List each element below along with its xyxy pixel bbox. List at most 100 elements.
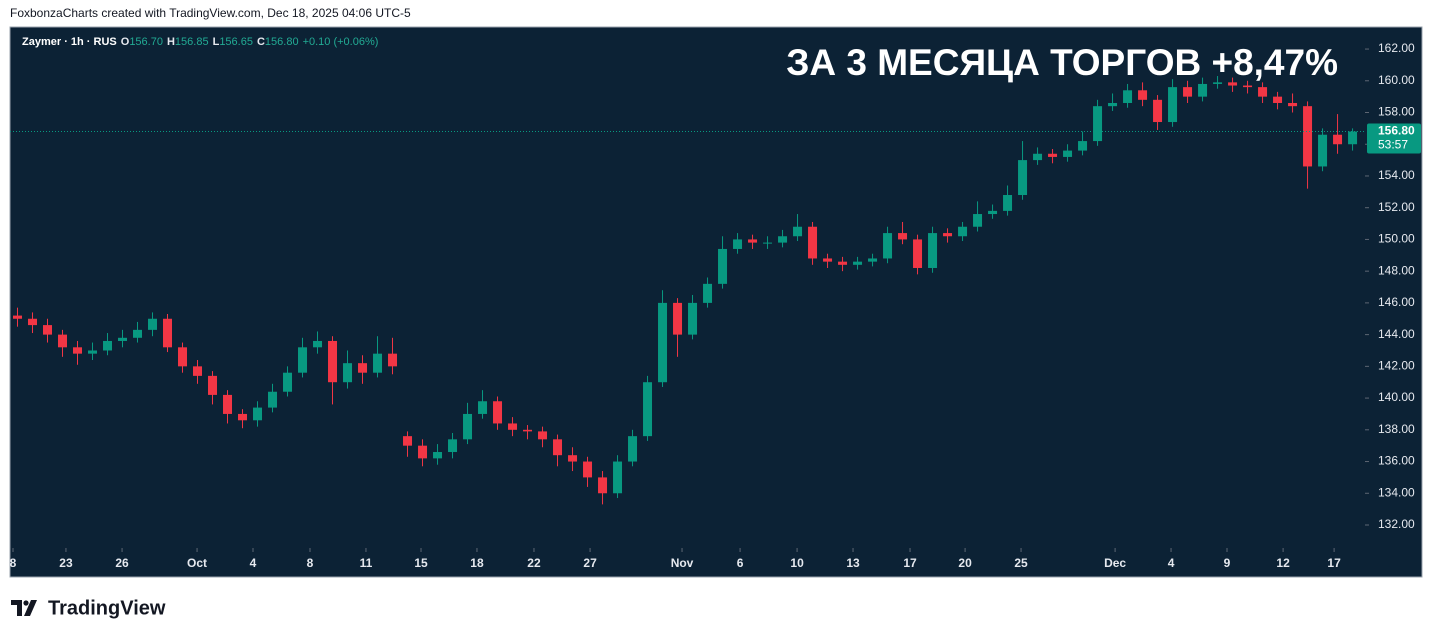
x-tick-label: 13 [846, 556, 860, 570]
candle-body [898, 233, 908, 240]
candle-body [928, 233, 938, 268]
x-tick-label: 26 [115, 556, 129, 570]
legend-key: C [257, 36, 265, 48]
candle-body [103, 340, 113, 351]
y-tick-label: 146.00 [1378, 295, 1415, 309]
candle-body [373, 353, 383, 373]
candle-body [238, 413, 248, 421]
candle-body [223, 394, 233, 414]
x-tick-label: 23 [59, 556, 73, 570]
x-tick-label: 6 [737, 556, 744, 570]
candle-body [358, 363, 368, 373]
y-tick-label: 160.00 [1378, 73, 1415, 87]
legend-change: +0.10 (+0.06%) [303, 36, 379, 48]
candle-body [1228, 82, 1238, 86]
candle-body [343, 363, 353, 383]
y-tick-label: 148.00 [1378, 263, 1415, 277]
candle-body [1303, 106, 1313, 167]
candle-body [463, 413, 473, 440]
x-tick-label: Oct [187, 556, 207, 570]
candle-body [703, 283, 713, 303]
candle-body [283, 372, 293, 392]
y-tick-label: 154.00 [1378, 168, 1415, 182]
x-tick-label: 22 [527, 556, 541, 570]
candle-body [1333, 134, 1343, 145]
x-tick-label: 20 [958, 556, 972, 570]
candle-body [268, 391, 278, 408]
x-tick-label: Dec [1104, 556, 1126, 570]
candle-body [1153, 99, 1163, 123]
last-price-countdown: 53:57 [1378, 138, 1408, 152]
candle-body [493, 401, 503, 424]
x-tick-label: 18 [470, 556, 484, 570]
candle-body [673, 302, 683, 335]
candle-body [748, 239, 758, 243]
candle-body [13, 315, 23, 319]
candle-body [823, 258, 833, 262]
candle-body [178, 347, 188, 367]
candle-body [733, 239, 743, 249]
candle-body [613, 461, 623, 494]
candle-body [193, 366, 203, 376]
legend-symbol: Zaymer · 1h · RUS [22, 36, 117, 48]
legend-value: 156.85 [175, 36, 209, 48]
legend-value: 156.80 [265, 36, 299, 48]
candle-body [133, 329, 143, 338]
y-tick-label: 142.00 [1378, 359, 1415, 373]
candle-body [838, 261, 848, 265]
candle-body [958, 226, 968, 237]
candle-body [553, 439, 563, 456]
legend-key: L [213, 36, 220, 48]
candle-body [73, 347, 83, 354]
candle-body [808, 226, 818, 259]
x-tick-label: 11 [360, 556, 373, 570]
candle-body [988, 210, 998, 215]
brand-logo [11, 600, 37, 616]
candle-body [1273, 96, 1283, 103]
x-tick-label: 8 [307, 556, 314, 570]
x-tick-label: 12 [1276, 556, 1290, 570]
candle-body [313, 340, 323, 348]
candle-body [1138, 90, 1148, 100]
candle-body [1258, 87, 1268, 97]
candle-body [298, 347, 308, 373]
y-tick-label: 136.00 [1378, 454, 1415, 468]
candle-body [1108, 102, 1118, 107]
candle-body [538, 431, 548, 440]
candle-body [793, 226, 803, 237]
x-tick-label: 4 [250, 556, 257, 570]
brand-name: TradingView [48, 597, 166, 619]
chart-title: ЗА 3 МЕСЯЦА ТОРГОВ +8,47% [786, 42, 1338, 83]
candle-body [883, 233, 893, 259]
candle-body [508, 423, 518, 430]
legend-key: H [167, 36, 175, 48]
candle-body [778, 236, 788, 243]
candle-body [1168, 87, 1178, 123]
last-price-box [1367, 123, 1421, 154]
candle-body [853, 261, 863, 265]
candle-body [1003, 195, 1013, 211]
candle-body [523, 429, 533, 432]
candle-body [253, 407, 263, 421]
x-tick-label: 15 [414, 556, 428, 570]
candle-body [328, 340, 338, 383]
candle-body [688, 302, 698, 335]
candle-body [388, 353, 398, 367]
x-tick-label: 27 [583, 556, 597, 570]
y-tick-label: 162.00 [1378, 41, 1415, 55]
candle-body [43, 325, 53, 335]
y-tick-label: 152.00 [1378, 200, 1415, 214]
candle-body [28, 318, 38, 326]
candle-body [208, 375, 218, 395]
candle-body [403, 436, 413, 446]
x-tick-label: 17 [903, 556, 917, 570]
y-tick-label: 134.00 [1378, 485, 1415, 499]
legend-key: O [121, 36, 130, 48]
x-tick-label: 9 [1224, 556, 1231, 570]
x-tick-label: Nov [671, 556, 694, 570]
x-tick-label: 4 [1168, 556, 1175, 570]
candle-body [628, 436, 638, 462]
candle-body [88, 350, 98, 354]
candle-body [583, 461, 593, 478]
